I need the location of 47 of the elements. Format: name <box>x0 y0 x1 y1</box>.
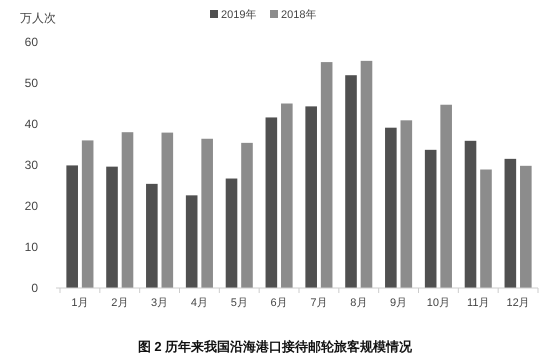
bar <box>186 195 198 288</box>
y-tick-label: 0 <box>31 281 38 296</box>
bar <box>106 166 118 288</box>
y-tick-label: 40 <box>24 117 38 132</box>
x-tick-label: 8月 <box>350 297 368 309</box>
bar <box>360 60 372 288</box>
legend-label: 2018年 <box>281 9 316 21</box>
bar <box>480 170 492 288</box>
x-tick-label: 2月 <box>111 297 128 309</box>
bar <box>504 158 516 288</box>
bar <box>424 150 436 288</box>
bar <box>162 132 174 288</box>
bar <box>66 165 78 288</box>
bar <box>464 140 476 288</box>
bar <box>281 104 293 288</box>
bar <box>146 184 158 288</box>
y-tick-label: 20 <box>24 199 38 214</box>
text: 图 2 历年来我国沿海港口接待邮轮旅客规模情况 <box>138 339 414 354</box>
y-tick-label: 10 <box>24 240 38 254</box>
x-tick-label: 7月 <box>310 297 328 309</box>
x-tick-label: 1月 <box>71 297 88 309</box>
x-tick-label: 3月 <box>151 297 168 309</box>
x-tick-label: 12月 <box>506 297 530 309</box>
x-tick-label: 4月 <box>190 297 208 309</box>
bar <box>241 142 253 288</box>
y-tick-label: 60 <box>24 35 38 50</box>
y-tick-label: 30 <box>24 158 38 172</box>
y-tick-label: 50 <box>24 76 38 90</box>
bar <box>320 62 332 288</box>
legend-label: 2019年 <box>221 9 256 21</box>
x-tick-label: 6月 <box>270 297 288 309</box>
bar <box>385 128 397 288</box>
bar <box>305 106 317 288</box>
bar <box>345 75 357 288</box>
x-tick-label: 9月 <box>390 297 408 309</box>
x-tick-label: 10月 <box>426 297 450 309</box>
bar <box>226 178 238 288</box>
x-tick-label: 11月 <box>467 297 490 309</box>
bar <box>82 140 94 288</box>
bar <box>400 120 412 288</box>
bar <box>266 117 278 288</box>
bar <box>440 104 452 288</box>
bar <box>122 132 134 288</box>
bar <box>201 138 213 288</box>
y-axis-title: 万人次 <box>20 11 56 25</box>
bar <box>520 166 532 288</box>
x-tick-label: 5月 <box>230 297 248 309</box>
